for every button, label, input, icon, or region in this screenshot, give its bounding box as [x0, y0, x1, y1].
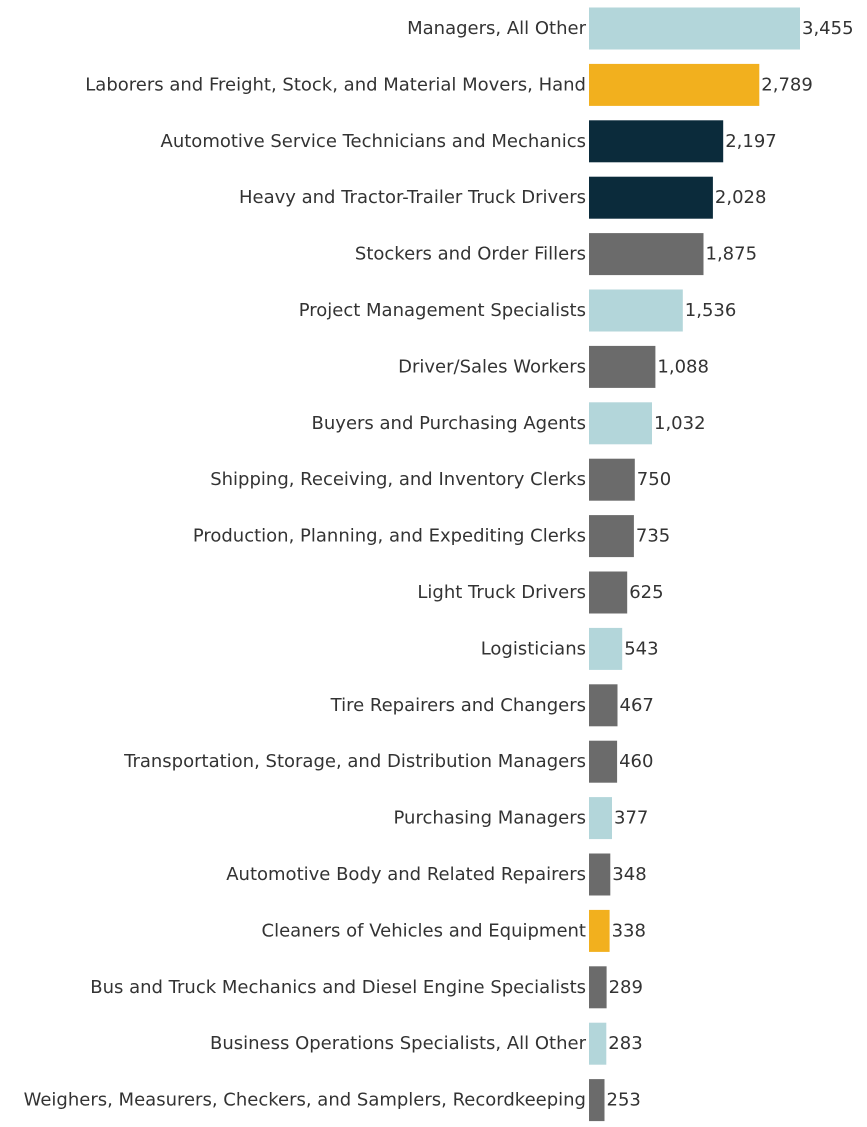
bar-4: [589, 233, 704, 276]
category-label: Automotive Service Technicians and Mecha…: [161, 131, 586, 152]
bar-0: [589, 7, 800, 50]
category-label: Purchasing Managers: [394, 808, 587, 829]
bar-3: [589, 176, 713, 219]
value-label: 750: [637, 469, 671, 490]
value-label: 253: [607, 1090, 641, 1111]
category-label: Shipping, Receiving, and Inventory Clerk…: [210, 469, 586, 490]
bars-layer: [589, 7, 800, 1122]
category-label: Tire Repairers and Changers: [330, 695, 586, 716]
category-labels-layer: Managers, All Other Laborers and Freight,…: [24, 18, 587, 1111]
value-label: 289: [609, 977, 643, 998]
category-label: Heavy and Tractor-Trailer Truck Drivers: [239, 187, 586, 208]
category-label: Buyers and Purchasing Agents: [312, 413, 586, 434]
bar-6: [589, 345, 656, 388]
category-label: Automotive Body and Related Repairers: [226, 864, 586, 885]
value-label: 1,536: [685, 300, 737, 321]
bar-18: [589, 1022, 607, 1065]
category-label: Transportation, Storage, and Distributio…: [123, 751, 586, 772]
value-label: 2,028: [715, 187, 767, 208]
value-label: 3,455: [802, 18, 854, 39]
value-label: 735: [636, 526, 670, 547]
bar-13: [589, 740, 618, 783]
category-label: Logisticians: [481, 638, 586, 659]
category-label: Weighers, Measurers, Checkers, and Sampl…: [24, 1090, 586, 1111]
value-label: 283: [608, 1033, 642, 1054]
value-label: 2,197: [725, 131, 777, 152]
category-label: Business Operations Specialists, All Oth…: [210, 1033, 587, 1054]
category-label: Laborers and Freight, Stock, and Materia…: [85, 74, 586, 95]
value-label: 543: [624, 638, 658, 659]
category-label: Project Management Specialists: [299, 300, 586, 321]
bar-7: [589, 402, 652, 445]
bar-12: [589, 684, 618, 727]
value-label: 2,789: [761, 74, 813, 95]
value-label: 467: [620, 695, 654, 716]
category-label: Cleaners of Vehicles and Equipment: [262, 920, 587, 941]
value-label: 1,032: [654, 413, 706, 434]
value-label: 1,088: [657, 356, 709, 377]
value-label: 348: [612, 864, 646, 885]
bar-17: [589, 966, 607, 1009]
value-label: 625: [629, 582, 663, 603]
category-label: Stockers and Order Fillers: [355, 244, 586, 265]
value-label: 460: [619, 751, 653, 772]
bar-1: [589, 63, 760, 106]
bar-10: [589, 571, 628, 614]
bar-5: [589, 289, 683, 332]
bar-2: [589, 120, 724, 163]
bar-19: [589, 1079, 605, 1122]
category-label: Bus and Truck Mechanics and Diesel Engin…: [90, 977, 586, 998]
value-labels-layer: 3,455 2,789 2,197 2,028 1,875 1,536 1,088 1,032…: [607, 18, 854, 1111]
bar-16: [589, 909, 610, 952]
bar-9: [589, 515, 634, 558]
bar-8: [589, 458, 635, 501]
category-label: Managers, All Other: [407, 18, 586, 39]
category-label: Driver/Sales Workers: [398, 356, 586, 377]
value-label: 338: [612, 920, 646, 941]
bar-11: [589, 627, 623, 670]
bar-14: [589, 797, 612, 840]
category-label: Light Truck Drivers: [417, 582, 586, 603]
value-label: 377: [614, 808, 648, 829]
bar-15: [589, 853, 611, 896]
category-label: Production, Planning, and Expediting Cle…: [193, 526, 586, 547]
value-label: 1,875: [706, 244, 758, 265]
